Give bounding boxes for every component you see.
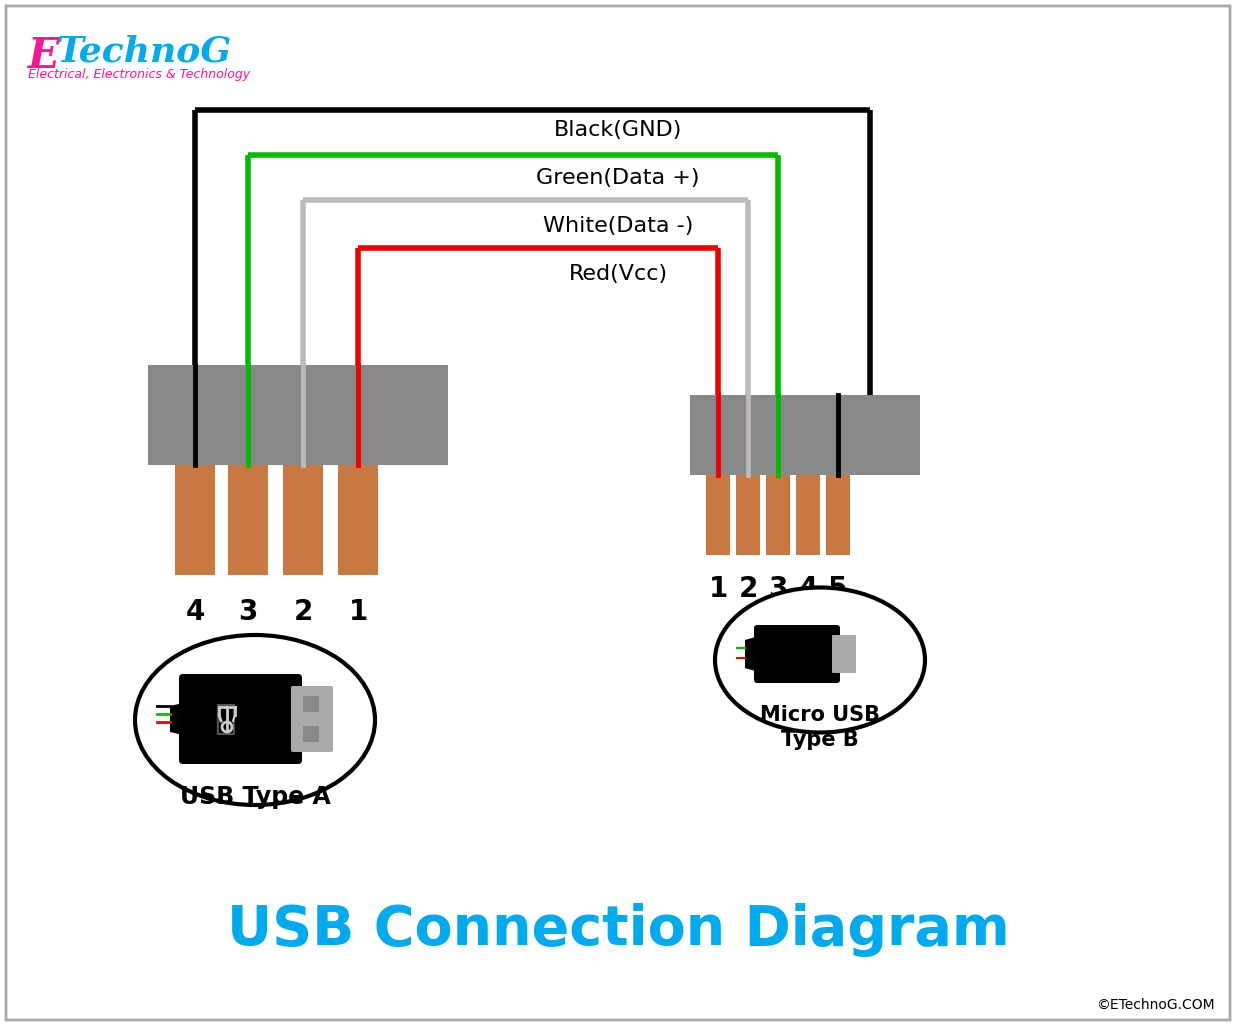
- Bar: [283, 460, 323, 575]
- Text: TechnoG: TechnoG: [56, 35, 231, 69]
- Text: 1: 1: [349, 598, 367, 626]
- Text: 2: 2: [738, 575, 758, 603]
- FancyBboxPatch shape: [179, 674, 302, 764]
- Text: 4: 4: [186, 598, 204, 626]
- Text: Micro USB
Type B: Micro USB Type B: [760, 705, 880, 750]
- Bar: [174, 460, 215, 575]
- Polygon shape: [745, 636, 760, 672]
- Text: Red(Vcc): Red(Vcc): [569, 264, 668, 284]
- Text: E: E: [28, 35, 59, 77]
- Bar: [338, 460, 379, 575]
- Text: 3: 3: [239, 598, 257, 626]
- Text: ©ETechnoG.COM: ©ETechnoG.COM: [1096, 998, 1215, 1012]
- Bar: [736, 470, 760, 555]
- Bar: [303, 696, 319, 712]
- Polygon shape: [169, 703, 183, 735]
- Bar: [690, 395, 920, 476]
- Text: USB Type A: USB Type A: [179, 785, 330, 809]
- Text: White(Data -): White(Data -): [543, 216, 693, 236]
- Bar: [795, 470, 820, 555]
- Bar: [228, 460, 268, 575]
- Bar: [303, 726, 319, 741]
- Text: Black(GND): Black(GND): [554, 120, 682, 140]
- Ellipse shape: [135, 635, 375, 805]
- Text: 5: 5: [829, 575, 847, 603]
- Text: Green(Data +): Green(Data +): [537, 168, 700, 188]
- FancyBboxPatch shape: [833, 635, 856, 673]
- Text: Electrical, Electronics & Technology: Electrical, Electronics & Technology: [28, 68, 250, 81]
- Text: 3: 3: [768, 575, 788, 603]
- FancyBboxPatch shape: [291, 686, 333, 752]
- Bar: [706, 470, 730, 555]
- Bar: [766, 470, 790, 555]
- Ellipse shape: [715, 587, 925, 732]
- FancyBboxPatch shape: [755, 625, 840, 683]
- Bar: [826, 470, 850, 555]
- Text: 1: 1: [709, 575, 727, 603]
- Text: USB Connection Diagram: USB Connection Diagram: [226, 903, 1009, 957]
- Text: ⭘: ⭘: [214, 702, 236, 736]
- Text: 4: 4: [798, 575, 818, 603]
- Text: 2: 2: [293, 598, 313, 626]
- Bar: [148, 365, 448, 465]
- FancyBboxPatch shape: [6, 6, 1230, 1020]
